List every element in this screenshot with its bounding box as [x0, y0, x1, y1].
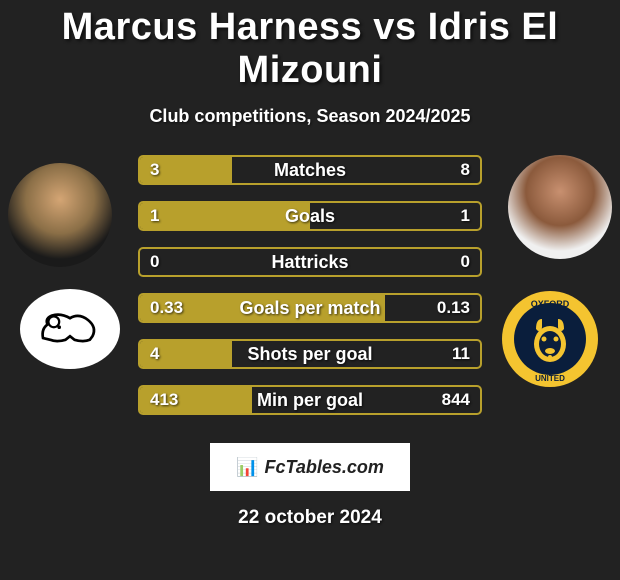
branding-label: FcTables.com — [265, 457, 384, 478]
stat-label: Goals — [140, 203, 480, 229]
club-right-logo: OXFORD UNITED — [500, 289, 600, 389]
stat-label: Min per goal — [140, 387, 480, 413]
svg-text:UNITED: UNITED — [535, 374, 565, 383]
stat-label: Matches — [140, 157, 480, 183]
player-left-avatar — [8, 163, 112, 267]
stat-value-right: 8 — [461, 157, 470, 183]
stat-value-right: 0.13 — [437, 295, 470, 321]
chart-icon: 📊 — [236, 457, 258, 478]
stat-row: 0Hattricks0 — [138, 247, 482, 277]
page-title: Marcus Harness vs Idris El Mizouni — [0, 0, 620, 92]
oxford-badge-icon: OXFORD UNITED — [500, 289, 600, 389]
branding-badge: 📊 FcTables.com — [210, 443, 410, 491]
page-subtitle: Club competitions, Season 2024/2025 — [0, 106, 620, 127]
ram-icon — [25, 299, 115, 359]
stat-value-right: 844 — [442, 387, 470, 413]
player-right-avatar — [508, 155, 612, 259]
stat-label: Shots per goal — [140, 341, 480, 367]
stat-label: Goals per match — [140, 295, 480, 321]
stats-container: 3Matches8 1Goals1 0Hattricks0 0.33Goals per… — [138, 155, 482, 431]
club-left-logo — [20, 289, 120, 369]
comparison-panel: OXFORD UNITED 3Matches8 1Goals1 0Hattricks… — [0, 155, 620, 435]
stat-label: Hattricks — [140, 249, 480, 275]
date-label: 22 october 2024 — [0, 507, 620, 529]
stat-row: 1Goals1 — [138, 201, 482, 231]
svg-text:OXFORD: OXFORD — [531, 299, 570, 309]
stat-row: 3Matches8 — [138, 155, 482, 185]
stat-value-right: 0 — [461, 249, 470, 275]
stat-value-right: 11 — [452, 341, 470, 367]
stat-row: 0.33Goals per match0.13 — [138, 293, 482, 323]
stat-row: 413Min per goal844 — [138, 385, 482, 415]
stat-value-right: 1 — [461, 203, 470, 229]
stat-row: 4Shots per goal11 — [138, 339, 482, 369]
